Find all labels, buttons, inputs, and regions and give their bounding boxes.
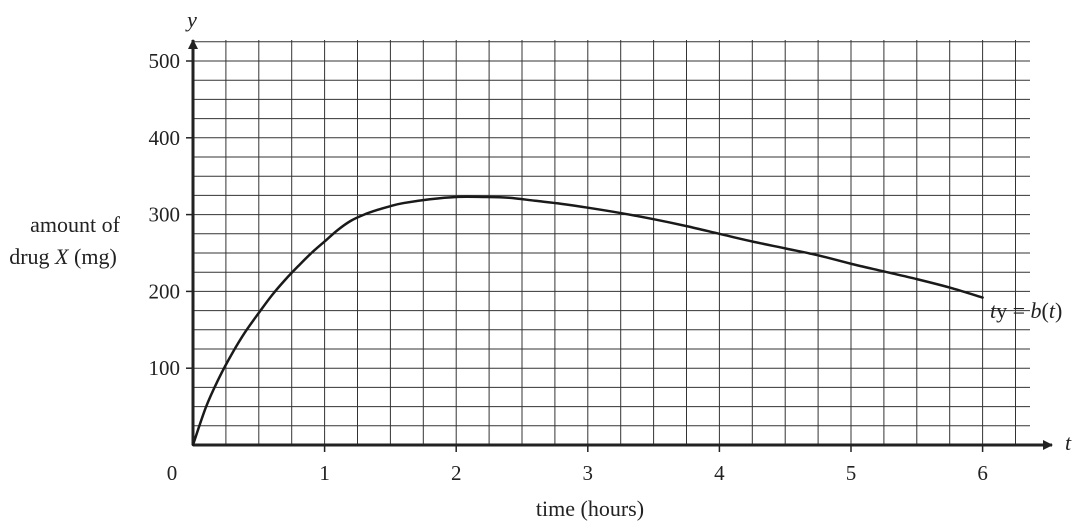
x-axis-title: time (hours) [536,496,644,521]
x-tick-label: 2 [451,461,462,485]
y-tick-label: 400 [149,126,181,150]
y-axis-variable: y [185,7,197,32]
y-tick-label: 500 [149,49,181,73]
x-tick-label: 1 [319,461,330,485]
x-tick-label: 3 [583,461,594,485]
x-tick-label: 4 [714,461,725,485]
tick-labels: 1 2 3 4 5 6 100 200 300 400 500 [149,49,988,485]
x-axis-variable: t [1065,430,1072,455]
y-tick-label: 200 [149,279,181,303]
x-tick-label: 5 [846,461,857,485]
series-line-b-of-t [191,195,984,447]
y-axis-title-line2: drug X (mg) [9,244,117,269]
y-tick-label: 300 [149,203,181,227]
series [191,195,984,447]
axes [188,39,1053,450]
x-tick-label: 6 [977,461,988,485]
y-tick-label: 100 [149,356,181,380]
grid [193,40,1030,445]
y-axis-title-line1: amount of [30,212,120,237]
origin-label: 0 [167,461,178,485]
series-label: ty = b(t) [990,298,1062,323]
